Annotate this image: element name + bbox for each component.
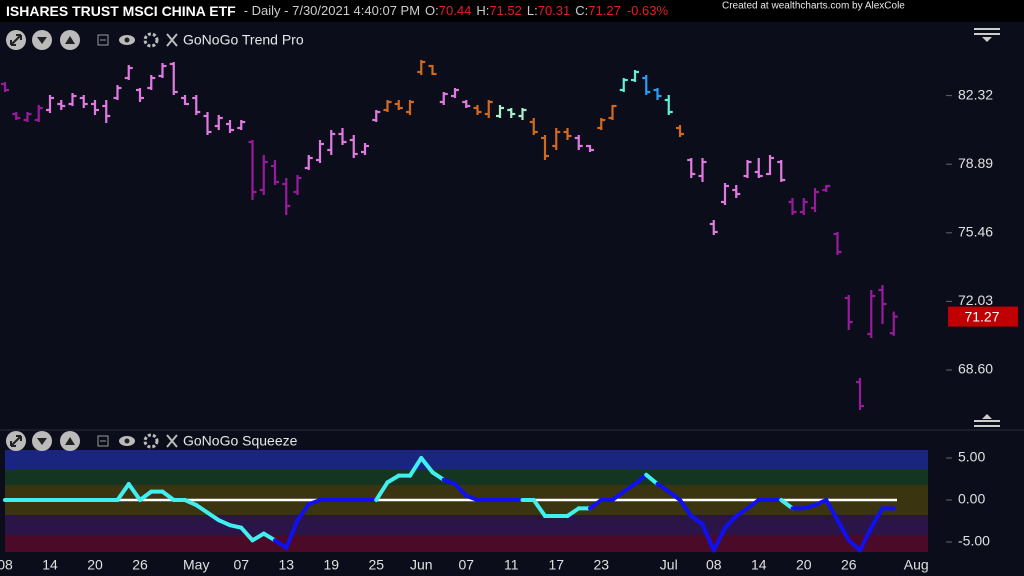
squeeze-segment (160, 489, 176, 502)
x-tick-label: 17 (548, 557, 564, 573)
y-tick-label: 78.89 (958, 155, 993, 171)
squeeze-segment (734, 506, 750, 518)
price-toolbar[interactable] (6, 30, 178, 50)
squeeze-segment (239, 525, 255, 543)
squeeze-segment (858, 525, 874, 553)
squeeze-segment (644, 472, 660, 487)
squeeze-segment (655, 482, 671, 494)
indicator-title: GoNoGo Trend Pro (183, 32, 304, 48)
squeeze-segment (441, 477, 457, 487)
x-tick-label: 14 (751, 557, 767, 573)
x-tick-label: Jun (410, 557, 433, 573)
squeeze-segment (430, 470, 446, 482)
y-tick-label: -5.00 (958, 533, 990, 549)
squeeze-segment (273, 538, 289, 550)
squeeze-segment (250, 531, 266, 543)
ohlc-value: 70.31 (538, 3, 571, 18)
ohlc-value: 70.44 (439, 3, 472, 18)
squeeze-segment (284, 518, 300, 550)
ohlc-field: H: (476, 3, 489, 18)
squeeze-segment (408, 456, 424, 478)
y-tick-label: 0.00 (958, 491, 985, 507)
squeeze-segment (824, 498, 840, 523)
x-tick-label: Jul (660, 557, 678, 573)
squeeze-segment (565, 506, 581, 518)
squeeze-segment (678, 498, 694, 518)
header-line: ISHARES TRUST MSCI CHINA ETF - Daily - 7/… (6, 3, 668, 19)
squeeze-segment (869, 506, 885, 530)
last-price-label: 71.27 (964, 308, 999, 324)
squeeze-segment (835, 518, 851, 543)
x-tick-label: 26 (132, 557, 148, 573)
y-tick-label: 72.03 (958, 292, 993, 308)
change: -0.63% (627, 3, 669, 18)
squeeze-segment (385, 473, 401, 485)
squeeze-segment (723, 513, 739, 530)
squeeze-segment (453, 482, 469, 498)
x-tick-label: 08 (0, 557, 13, 573)
x-tick-label: 26 (841, 557, 857, 573)
squeeze-segment (126, 482, 142, 502)
squeeze-segment (115, 482, 131, 502)
ohlc-value: 71.27 (588, 3, 621, 18)
x-tick-label: 08 (706, 557, 722, 573)
ohlc-field: C: (575, 3, 588, 18)
ohlc-value: 71.52 (489, 3, 522, 18)
squeeze-segment (666, 489, 682, 502)
ohlc-field: L: (527, 3, 538, 18)
squeeze-segment (846, 538, 862, 553)
y-tick-label: 82.32 (958, 86, 993, 102)
squeeze-segment (261, 531, 277, 543)
x-tick-label: May (183, 557, 209, 573)
squeeze-segment (205, 510, 221, 523)
x-tick-label: 20 (796, 557, 812, 573)
squeeze-segment (464, 493, 480, 502)
header-bar (0, 0, 1024, 22)
squeeze-segment (306, 498, 322, 507)
y-tick-label: 5.00 (958, 449, 985, 465)
squeeze-toolbar[interactable] (6, 431, 178, 451)
indicator-title: GoNoGo Squeeze (183, 433, 298, 449)
squeeze-segment (419, 456, 435, 475)
x-tick-label: 14 (42, 557, 58, 573)
interval: - Daily - 7/30/2021 4:40:07 PM (244, 3, 420, 18)
y-tick-label: 68.60 (958, 361, 993, 377)
y-tick-label: 75.46 (958, 224, 993, 240)
squeeze-segment (138, 489, 154, 502)
squeeze-segment (183, 498, 199, 508)
symbol-title: ISHARES TRUST MSCI CHINA ETF (6, 3, 236, 19)
squeeze-segment (295, 502, 311, 523)
squeeze-segment (711, 525, 727, 553)
squeeze-segment (216, 518, 232, 528)
x-tick-label: 07 (458, 557, 474, 573)
squeeze-segment (689, 513, 705, 527)
squeeze-segment (588, 498, 604, 511)
x-tick-label: 11 (504, 557, 519, 573)
x-tick-label: 25 (368, 557, 384, 573)
credit: Created at wealthcharts.com by AlexCole (722, 1, 905, 12)
x-tick-label: 19 (323, 557, 339, 573)
squeeze-segment (194, 503, 210, 515)
x-tick-label: 23 (593, 557, 609, 573)
squeeze-segment (779, 498, 795, 511)
axis-menu-lower[interactable] (974, 414, 1000, 427)
x-tick-label: 20 (87, 557, 103, 573)
squeeze-segment (531, 498, 547, 518)
x-tick-label: 07 (233, 557, 249, 573)
squeeze-segment (610, 489, 626, 502)
squeeze-segment (813, 498, 829, 508)
last-price-tag (948, 306, 1018, 327)
squeeze-segment (633, 472, 649, 487)
squeeze-segment (745, 498, 761, 511)
x-tick-label: Aug (904, 557, 929, 573)
axis-menu[interactable] (974, 28, 1000, 42)
squeeze-segment (621, 482, 637, 494)
squeeze-segment (700, 522, 716, 553)
ohlc-field: O: (425, 3, 439, 18)
squeeze-segment (374, 480, 390, 502)
x-tick-label: 13 (278, 557, 294, 573)
